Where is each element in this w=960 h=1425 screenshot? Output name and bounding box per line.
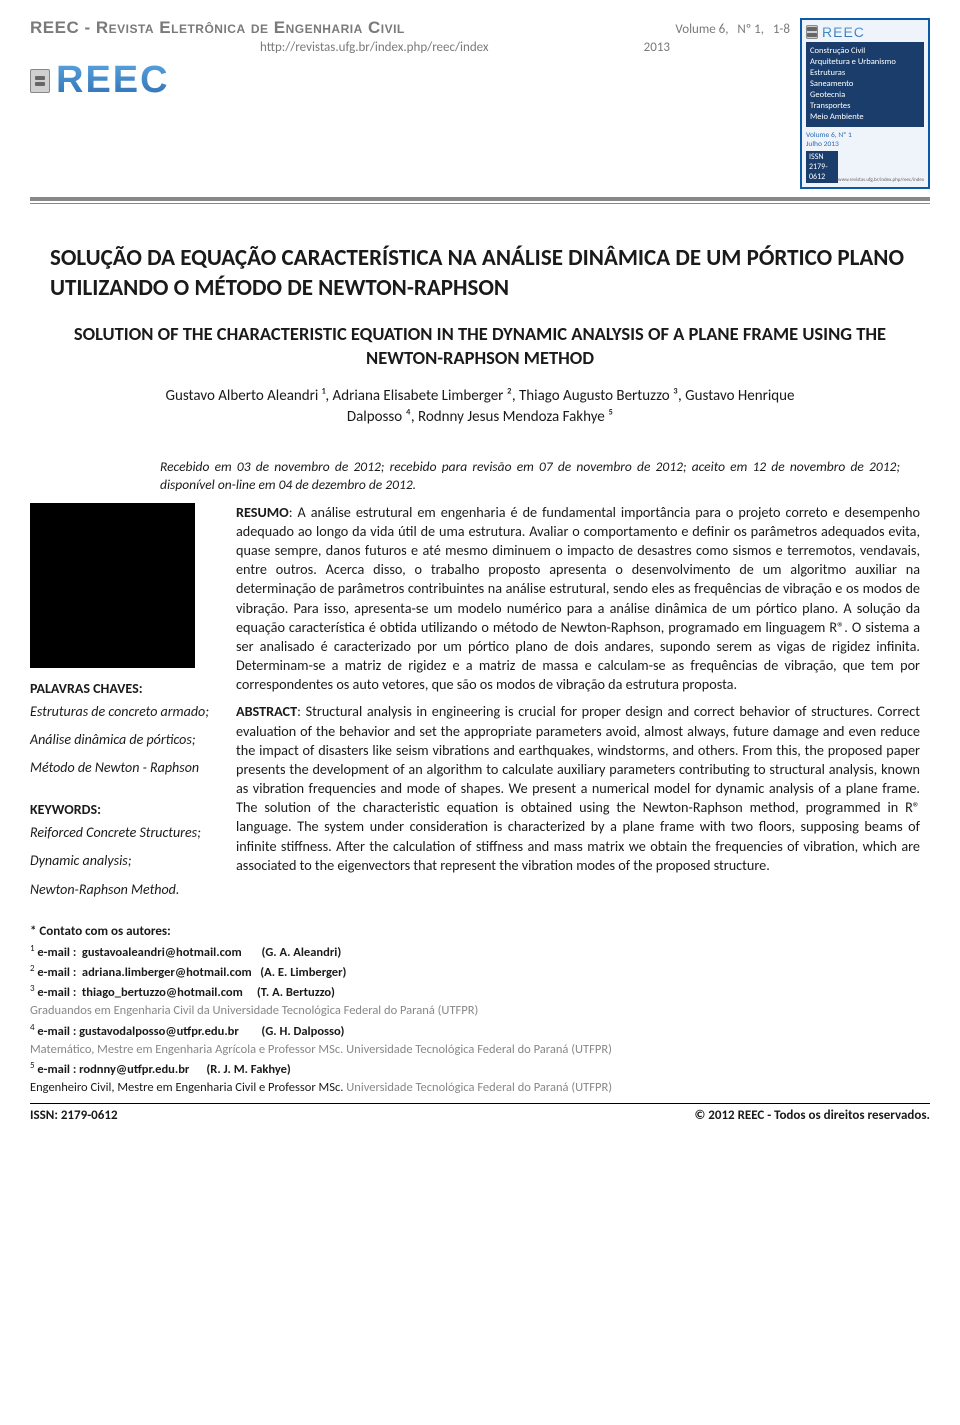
affiliation-1: Graduandos em Engenharia Civil da Univer… — [30, 1002, 930, 1020]
footer: ISSN: 2179-0612 © 2012 REEC - Todos os d… — [30, 1103, 930, 1123]
right-column: RESUMO: A análise estrutural em engenhar… — [236, 503, 920, 909]
contact-name-2: (A. E. Limberger) — [260, 965, 346, 980]
contact-sup-4: 4 — [30, 1022, 35, 1033]
resumo-text: : A análise estrutural em engenharia é d… — [236, 503, 920, 694]
issue-label: Nº 1, — [737, 22, 764, 37]
left-column: PALAVRAS CHAVES: Estruturas de concreto … — [30, 503, 218, 909]
sidebox-chip-icon — [806, 25, 818, 39]
abstract-text: : Structural analysis in engineering is … — [236, 702, 920, 873]
affil2-role: Matemático, Mestre em Engenharia Agrícol… — [30, 1042, 343, 1057]
contact-name-3: (T. A. Bertuzzo) — [257, 985, 335, 1000]
keywords-pt: PALAVRAS CHAVES: Estruturas de concreto … — [30, 680, 218, 778]
journal-title: REEC - Revista Eletrônica de Engenharia … — [30, 18, 405, 38]
contact-row-2: 2 e-mail : adriana.limberger@hotmail.com… — [30, 962, 930, 982]
abstract-label: ABSTRACT — [236, 702, 297, 720]
keywords-en-label: KEYWORDS: — [30, 801, 101, 818]
header-rule-thick — [30, 197, 930, 201]
contact-sup-1: 1 — [30, 943, 35, 954]
footer-issn: ISSN: 2179-0612 — [30, 1108, 118, 1123]
contact-label-5: e-mail : — [37, 1062, 76, 1077]
contact-row-1: 1 e-mail : gustavoaleandri@hotmail.com (… — [30, 942, 930, 962]
logo-text: REEC — [56, 59, 170, 102]
header-rule-thin — [30, 203, 930, 204]
contact-email-1: gustavoaleandri@hotmail.com — [82, 945, 242, 960]
footer-rights: © 2012 REEC - Todos os direitos reservad… — [695, 1108, 931, 1123]
contact-email-5: rodnny@utfpr.edu.br — [79, 1062, 189, 1077]
contact-block: * Contato com os autores: 1 e-mail : gus… — [30, 923, 930, 1098]
authors: Gustavo Alberto Aleandri ¹, Adriana Elis… — [70, 386, 890, 428]
affil2-inst: Universidade Tecnológica Federal do Para… — [346, 1042, 612, 1057]
sidebar-cover: REEC Construção Civil Arquitetura e Urba… — [800, 18, 930, 189]
keyword-en-2: Dynamic analysis; — [30, 852, 218, 870]
reec-logo: REEC — [30, 59, 790, 102]
keywords-pt-label: PALAVRAS CHAVES: — [30, 680, 143, 697]
sidebox-logo-text: REEC — [822, 24, 865, 40]
contact-sup-2: 2 — [30, 963, 35, 974]
contact-label-4: e-mail : — [37, 1024, 76, 1039]
affil3-inst: Universidade Tecnológica Federal do Para… — [346, 1080, 612, 1095]
contact-name-1: (G. A. Aleandri) — [261, 945, 341, 960]
keyword-pt-2: Análise dinâmica de pórticos; — [30, 731, 218, 749]
contact-name-5: (R. J. M. Fakhye) — [206, 1062, 290, 1077]
keywords-en: KEYWORDS: Reiforced Concrete Structures;… — [30, 801, 218, 899]
contact-email-4: gustavodalposso@utfpr.edu.br — [79, 1024, 239, 1039]
sidebox-vol: Volume 6, Nº 1 Julho 2013 — [806, 131, 924, 149]
keyword-pt-3: Método de Newton - Raphson — [30, 759, 218, 777]
contact-heading: * Contato com os autores: — [30, 923, 930, 942]
resumo-paragraph: RESUMO: A análise estrutural em engenhar… — [236, 503, 920, 695]
contact-row-3: 3 e-mail : thiago_bertuzzo@hotmail.com (… — [30, 982, 930, 1002]
received-dates: Recebido em 03 de novembro de 2012; rece… — [160, 458, 900, 494]
title-pt: SOLUÇÃO DA EQUAÇÃO CARACTERÍSTICA NA ANÁ… — [50, 244, 910, 304]
pages: 1-8 — [773, 22, 790, 37]
contact-sup-5: 5 — [30, 1060, 35, 1071]
qr-code-icon — [30, 503, 195, 668]
contact-label-3: e-mail : — [37, 985, 76, 1000]
header-left: REEC - Revista Eletrônica de Engenharia … — [30, 18, 790, 102]
abstract-paragraph: ABSTRACT: Structural analysis in enginee… — [236, 702, 920, 875]
contact-email-3: thiago_bertuzzo@hotmail.com — [82, 985, 243, 1000]
authors-line-2: Dalposso ⁴, Rodnny Jesus Mendoza Fakhye … — [347, 408, 613, 426]
contact-label-2: e-mail : — [37, 965, 76, 980]
year: 2013 — [644, 40, 790, 55]
journal-url: http://revistas.ufg.br/index.php/reec/in… — [30, 40, 489, 55]
contact-sup-3: 3 — [30, 983, 35, 994]
contact-email-2: adriana.limberger@hotmail.com — [82, 965, 252, 980]
sidebox-issn: ISSN 2179-0612 — [806, 151, 838, 183]
keyword-pt-1: Estruturas de concreto armado; — [30, 703, 218, 721]
contact-label-1: e-mail : — [37, 945, 76, 960]
authors-line-1: Gustavo Alberto Aleandri ¹, Adriana Elis… — [166, 387, 795, 405]
title-en: SOLUTION OF THE CHARACTERISTIC EQUATION … — [70, 322, 890, 370]
logo-chip-icon — [30, 69, 50, 93]
affiliation-3: Engenheiro Civil, Mestre em Engenharia C… — [30, 1079, 930, 1097]
keyword-en-1: Reiforced Concrete Structures; — [30, 824, 218, 842]
volume-label: Volume 6, — [675, 22, 728, 37]
header: REEC - Revista Eletrônica de Engenharia … — [30, 18, 930, 189]
keyword-en-3: Newton-Raphson Method. — [30, 881, 218, 899]
volume-info: Volume 6, Nº 1, 1-8 — [675, 22, 790, 37]
contact-row-4: 4 e-mail : gustavodalposso@utfpr.edu.br … — [30, 1021, 930, 1041]
affiliation-2: Matemático, Mestre em Engenharia Agrícol… — [30, 1041, 930, 1059]
affil3-role: Engenheiro Civil, Mestre em Engenharia C… — [30, 1080, 343, 1095]
sidebox-topics: Construção Civil Arquitetura e Urbanismo… — [806, 42, 924, 127]
sidebox-url: www.revistas.ufg.br/index.php/reec/index — [838, 177, 924, 183]
contact-row-5: 5 e-mail : rodnny@utfpr.edu.br (R. J. M.… — [30, 1059, 930, 1079]
contact-name-4: (G. H. Dalposso) — [261, 1024, 344, 1039]
resumo-label: RESUMO — [236, 503, 289, 521]
